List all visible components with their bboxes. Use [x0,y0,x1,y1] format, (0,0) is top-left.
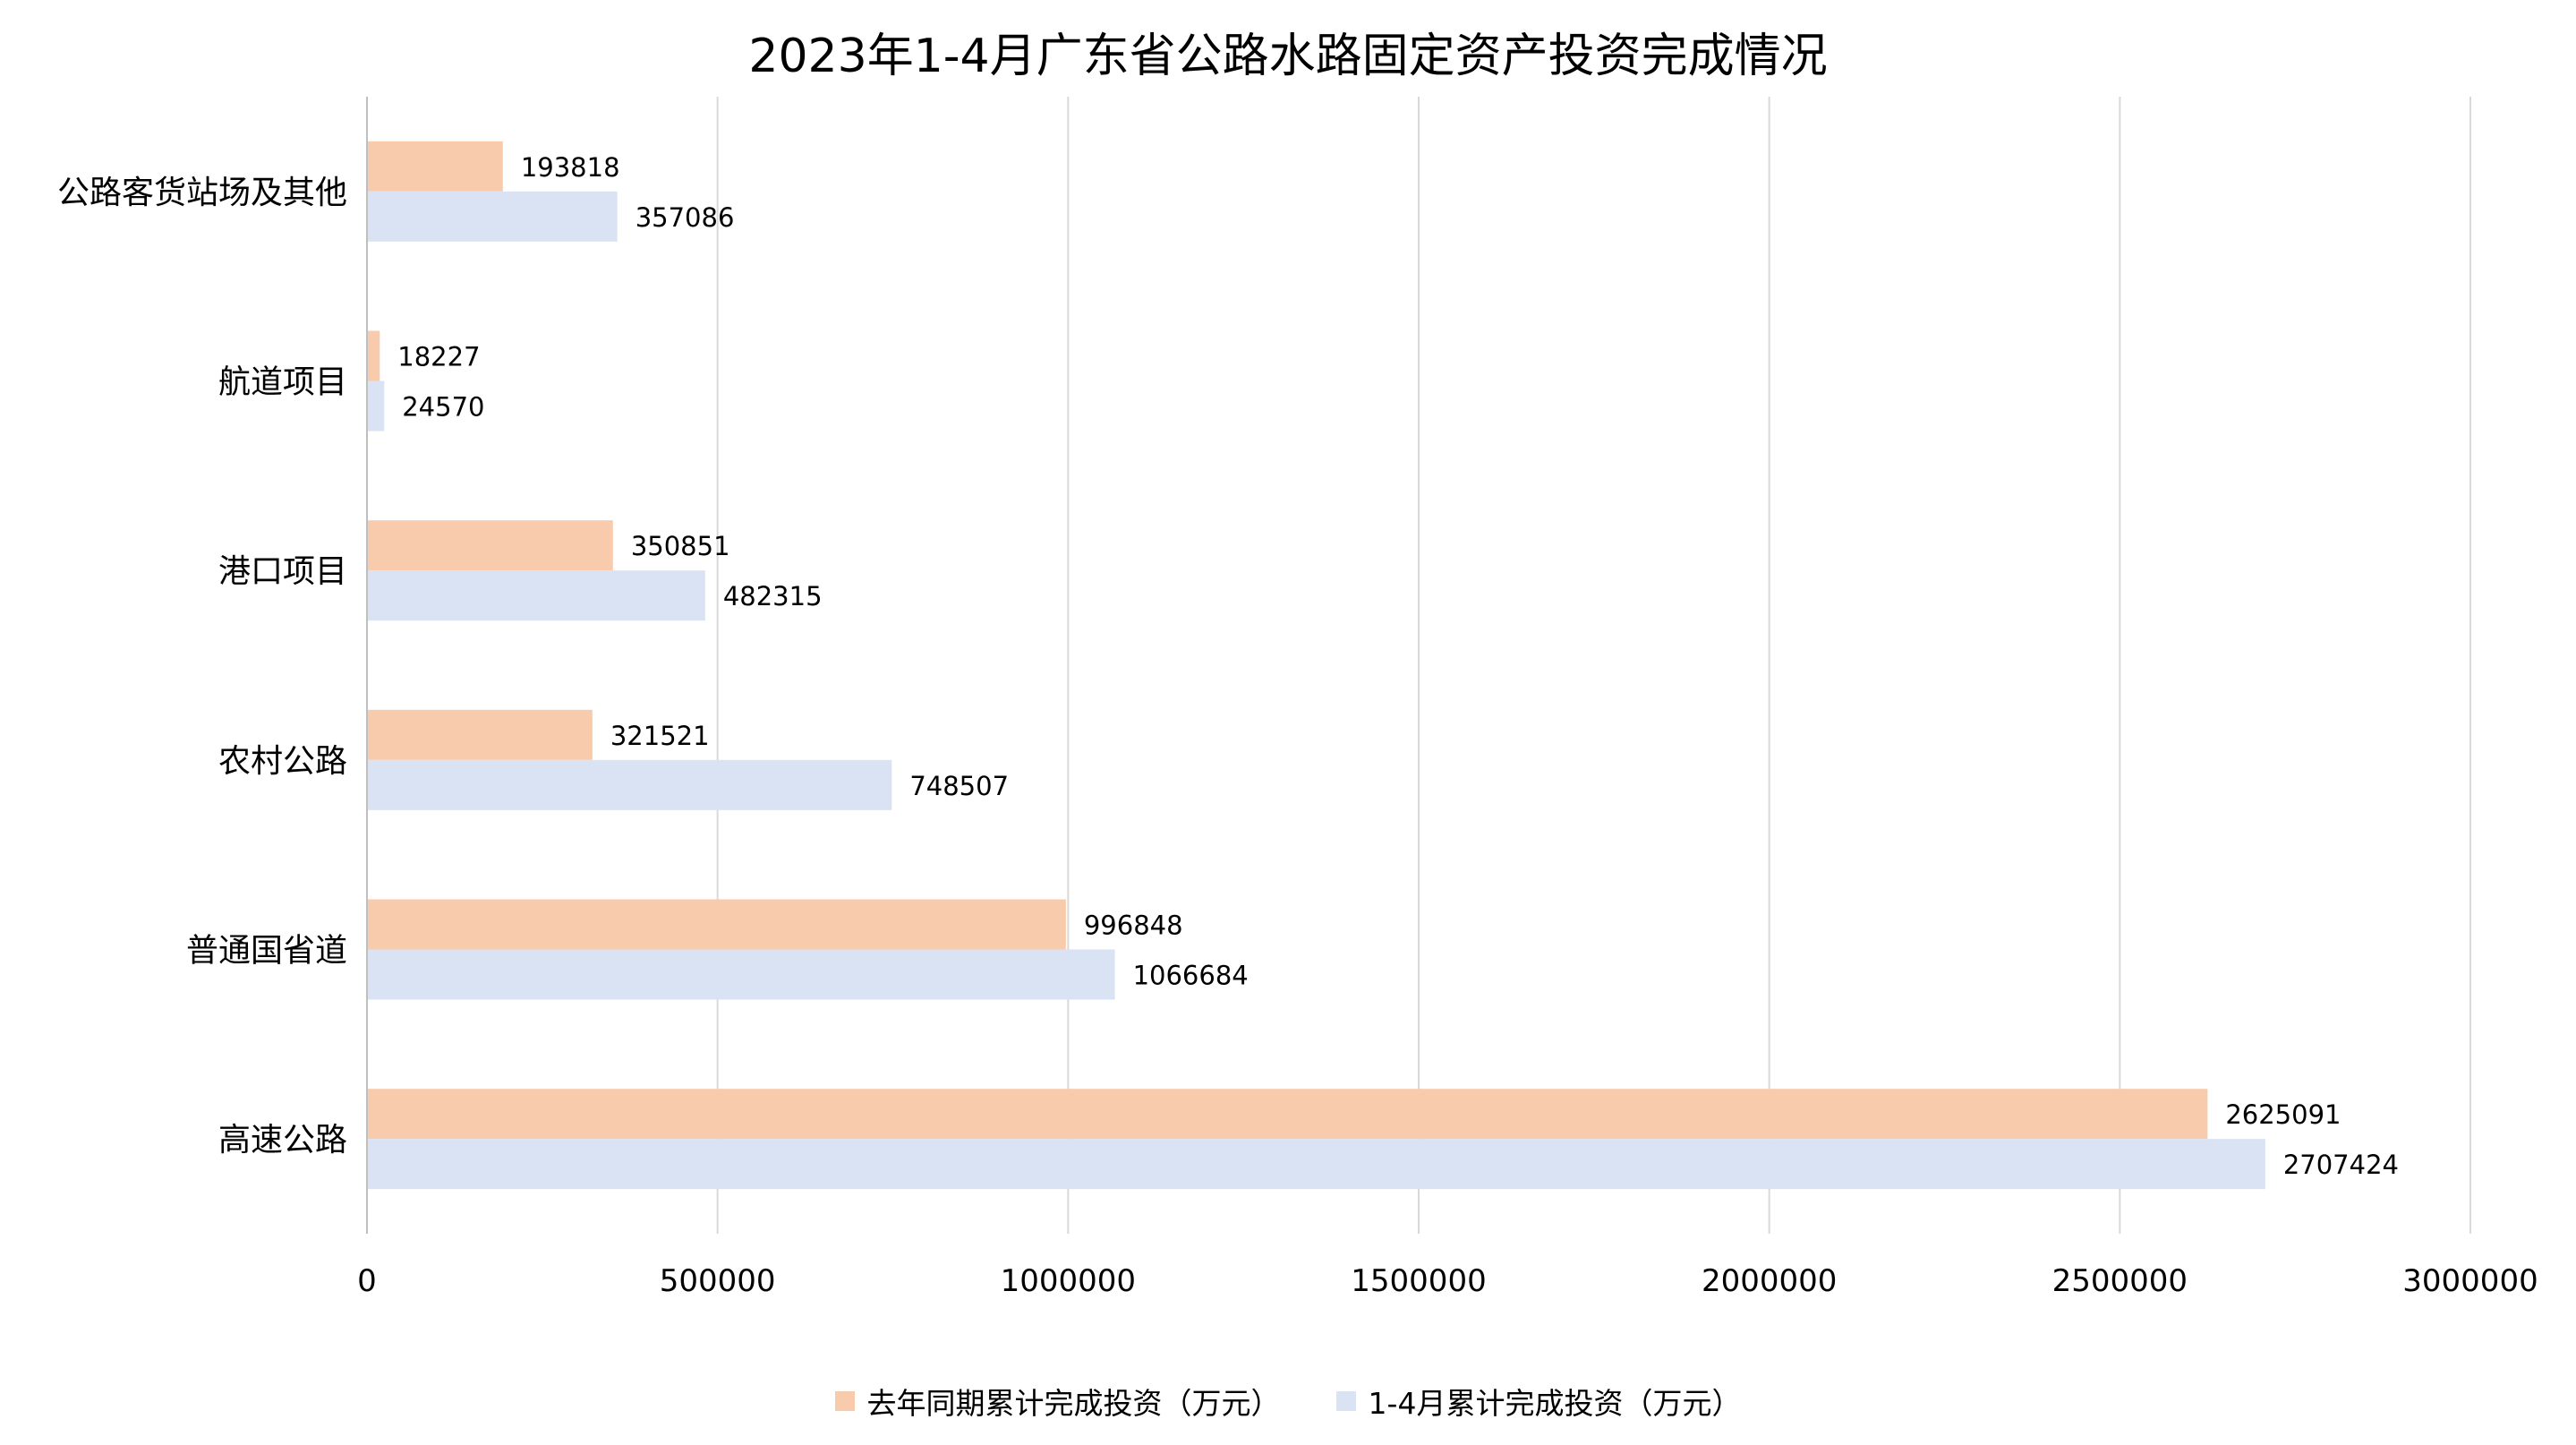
data-label: 748507 [909,771,1009,801]
data-label: 357086 [635,202,735,233]
data-label: 2707424 [2283,1150,2399,1180]
bar-last-year [367,141,503,192]
bar-last-year [367,899,1066,950]
category-label: 普通国省道 [186,933,347,970]
x-tick-label: 2500000 [2052,1263,2188,1299]
bars [367,141,2265,1190]
data-label: 18227 [397,342,480,372]
bar-this-year [367,191,618,242]
x-tick-label: 3000000 [2402,1263,2538,1299]
data-label: 2625091 [2225,1099,2341,1130]
bar-last-year [367,330,380,381]
data-label: 321521 [610,721,710,751]
bar-this-year [367,380,385,432]
legend-item-last-year[interactable]: 去年同期累计完成投资（万元） [834,1380,1281,1423]
data-label: 350851 [631,531,730,561]
bar-last-year [367,709,593,760]
x-tick-label: 1500000 [1351,1263,1486,1299]
category-label: 公路客货站场及其他 [57,175,347,211]
bar-last-year [367,1089,2208,1140]
category-label: 农村公路 [218,743,347,780]
data-label: 996848 [1084,911,1183,941]
chart-title: 2023年1-4月广东省公路水路固定资产投资完成情况 [748,30,1828,83]
bar-this-year [367,1139,2265,1190]
legend-item-this-year[interactable]: 1-4月累计完成投资（万元） [1335,1380,1742,1423]
bar-this-year [367,759,892,810]
data-label: 1066684 [1133,961,1249,991]
x-tick-label: 1000000 [1001,1263,1136,1299]
category-label: 港口项目 [218,553,347,590]
category-label: 高速公路 [218,1122,347,1159]
data-label: 193818 [521,152,620,183]
data-label: 482315 [723,581,823,611]
x-tick-label: 500000 [660,1263,776,1299]
bar-this-year [367,949,1115,1000]
bar-this-year [367,570,705,621]
gridlines [716,97,2471,1234]
legend: 去年同期累计完成投资（万元） 1-4月累计完成投资（万元） [0,1374,2576,1428]
legend-swatch-this-year [1335,1391,1356,1411]
legend-swatch-last-year [834,1391,855,1411]
x-tick-label: 2000000 [1702,1263,1837,1299]
x-tick-label: 0 [357,1263,377,1299]
legend-label-this-year: 1-4月累计完成投资（万元） [1368,1386,1742,1421]
legend-label-last-year: 去年同期累计完成投资（万元） [866,1386,1281,1421]
data-labels: 193818 357086 18227 24570 350851 482315 321521… [397,152,2399,1180]
category-label: 航道项目 [218,364,347,401]
bar-last-year [367,520,613,571]
data-label: 24570 [402,392,484,423]
axes: 0 500000 1000000 1500000 2000000 2500000 30000… [57,97,2538,1299]
